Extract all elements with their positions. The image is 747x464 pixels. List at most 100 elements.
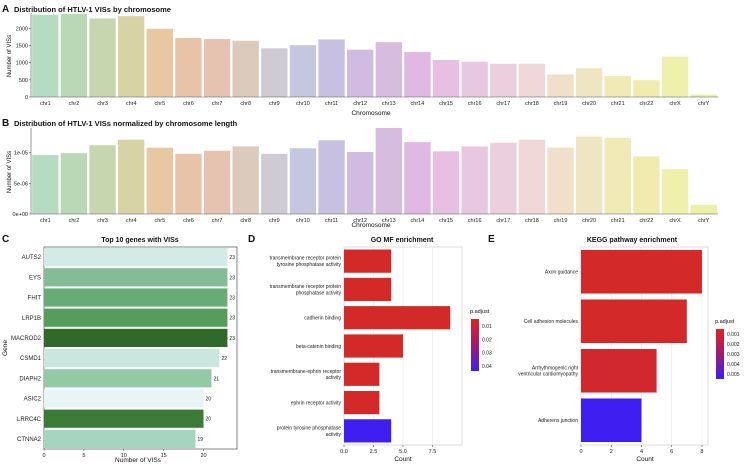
bar-chr21: [604, 137, 631, 214]
x-tick-label: chr13: [382, 101, 396, 107]
bar-chr18: [518, 139, 546, 214]
x-tick-label: chr10: [296, 101, 310, 107]
x-tick-label: chr22: [640, 101, 654, 107]
x-tick-label: 8: [700, 449, 703, 455]
category-label: transmembrane receptor protein: [270, 284, 342, 290]
x-tick-label: chr4: [126, 218, 137, 224]
normalized-vis-chart: Distribution of HTLV-1 VISs normalized b…: [7, 119, 718, 229]
value-label: 23: [229, 296, 235, 302]
bar-beta-catenin-binding: [344, 334, 403, 358]
value-label: 23: [229, 336, 235, 342]
x-tick-label: 2.5: [370, 449, 378, 455]
x-tick-label: chr17: [496, 101, 510, 107]
category-label: ventricular cardiomyopathy: [518, 372, 578, 378]
category-label: LRP1B: [22, 316, 41, 322]
bar-chr2: [60, 14, 88, 97]
x-tick-label: 10: [121, 453, 127, 459]
bar-ephrin-receptor-activity: [344, 390, 380, 415]
x-tick-label: chr2: [69, 218, 80, 224]
y-tick-label: 0: [25, 95, 28, 101]
bar-chr14: [404, 142, 431, 214]
bar-transmembrane-receptor-protein-tyrosine-phosphatase-activity: [344, 249, 392, 273]
bar-chr12: [347, 49, 374, 97]
value-label: 21: [213, 376, 219, 382]
x-tick-label: chr3: [97, 101, 108, 107]
bar-fhit: [44, 288, 228, 307]
category-label: MACROD2: [11, 336, 42, 342]
x-tick-label: chr1: [40, 101, 51, 107]
bar-chr5: [146, 147, 173, 214]
x-tick-label: 6: [670, 449, 673, 455]
category-label: AUTS2: [22, 255, 42, 261]
value-label: 22: [221, 356, 227, 362]
x-tick-label: chr11: [325, 218, 338, 224]
bar-chrX: [661, 56, 689, 97]
bar-chr6: [175, 38, 202, 97]
chart-title: GO MF enrichment: [371, 237, 434, 244]
legend-title: p.adjust: [470, 309, 490, 315]
x-tick-label: chrX: [669, 218, 681, 224]
category-label: Cell adhesion molecules: [524, 319, 579, 325]
bar-chr20: [576, 68, 603, 97]
x-tick-label: chr10: [296, 218, 310, 224]
legend-label: 0.002: [727, 342, 740, 348]
bar-chr7: [203, 39, 231, 97]
value-label: 19: [198, 437, 204, 443]
x-tick-label: 7.5: [429, 449, 437, 455]
category-label: CSMD1: [20, 356, 42, 362]
x-tick-label: chr16: [468, 101, 482, 107]
x-tick-label: chr5: [154, 218, 165, 224]
category-label: transmembrane receptor protein: [270, 256, 342, 262]
x-tick-label: 20: [200, 453, 206, 459]
bar-chr21: [604, 76, 631, 97]
y-axis-label: Gene: [2, 340, 9, 356]
x-tick-label: chrX: [669, 101, 681, 107]
x-tick-label: chr3: [97, 218, 108, 224]
value-label: 20: [206, 397, 212, 403]
x-tick-label: chr17: [496, 218, 510, 224]
x-axis-label: Chromosome: [351, 222, 390, 229]
p-adjust-legend: p.adjust 0.001 0.002 0.003 0.004 0.005: [715, 319, 740, 379]
x-tick-label: chr22: [640, 218, 654, 224]
kegg-enrichment-chart: KEGG pathway enrichment Axon guidance Cel…: [518, 237, 739, 463]
category-label: Arrhythmogenic right: [532, 365, 579, 371]
y-tick-label: 5e-06: [14, 181, 28, 187]
category-label: EYS: [29, 275, 41, 281]
chart-title: KEGG pathway enrichment: [587, 237, 678, 244]
bar-csmd1: [44, 349, 220, 368]
value-label: 23: [229, 316, 235, 322]
bar-chrY: [690, 94, 717, 97]
category-label: activity: [326, 432, 342, 438]
bar-transmembrane-receptor-protein-phosphatase-activity: [344, 277, 392, 302]
legend-label: 0.005: [727, 372, 740, 378]
category-label: beta-catenin binding: [296, 344, 341, 350]
category-label: transmembrane-ephrin receptor: [271, 369, 342, 375]
x-tick-label: 0: [42, 453, 45, 459]
legend-title: p.adjust: [715, 319, 735, 325]
bar-chr2: [60, 153, 88, 214]
bar-chr10: [289, 148, 317, 214]
category-label: phosphatase activity: [296, 290, 342, 296]
x-tick-label: 0: [579, 449, 582, 455]
x-axis-label: Number of VISs: [115, 457, 162, 464]
bar-chr8: [232, 40, 259, 97]
bar-chr15: [432, 59, 460, 97]
x-tick-label: chr14: [411, 218, 425, 224]
x-tick-label: 5: [82, 453, 85, 459]
legend-label: 0.003: [727, 352, 740, 358]
bar-chr22: [633, 80, 660, 97]
x-tick-label: chr8: [240, 218, 251, 224]
value-label: 23: [229, 275, 235, 281]
bar-chr18: [518, 63, 546, 97]
category-label: DIAPH2: [19, 376, 41, 382]
x-tick-label: chr20: [582, 218, 596, 224]
bar-chr6: [175, 153, 202, 214]
value-label: 20: [206, 417, 212, 423]
panel-label-a: A: [2, 4, 9, 15]
panel-label-d: D: [248, 234, 255, 245]
bar-chr1: [32, 155, 59, 214]
bar-cell-adhesion-molecules: [581, 299, 687, 344]
legend-label: 0.004: [727, 362, 740, 368]
category-label: CTNNA2: [17, 437, 42, 443]
x-tick-label: chr6: [183, 101, 194, 107]
